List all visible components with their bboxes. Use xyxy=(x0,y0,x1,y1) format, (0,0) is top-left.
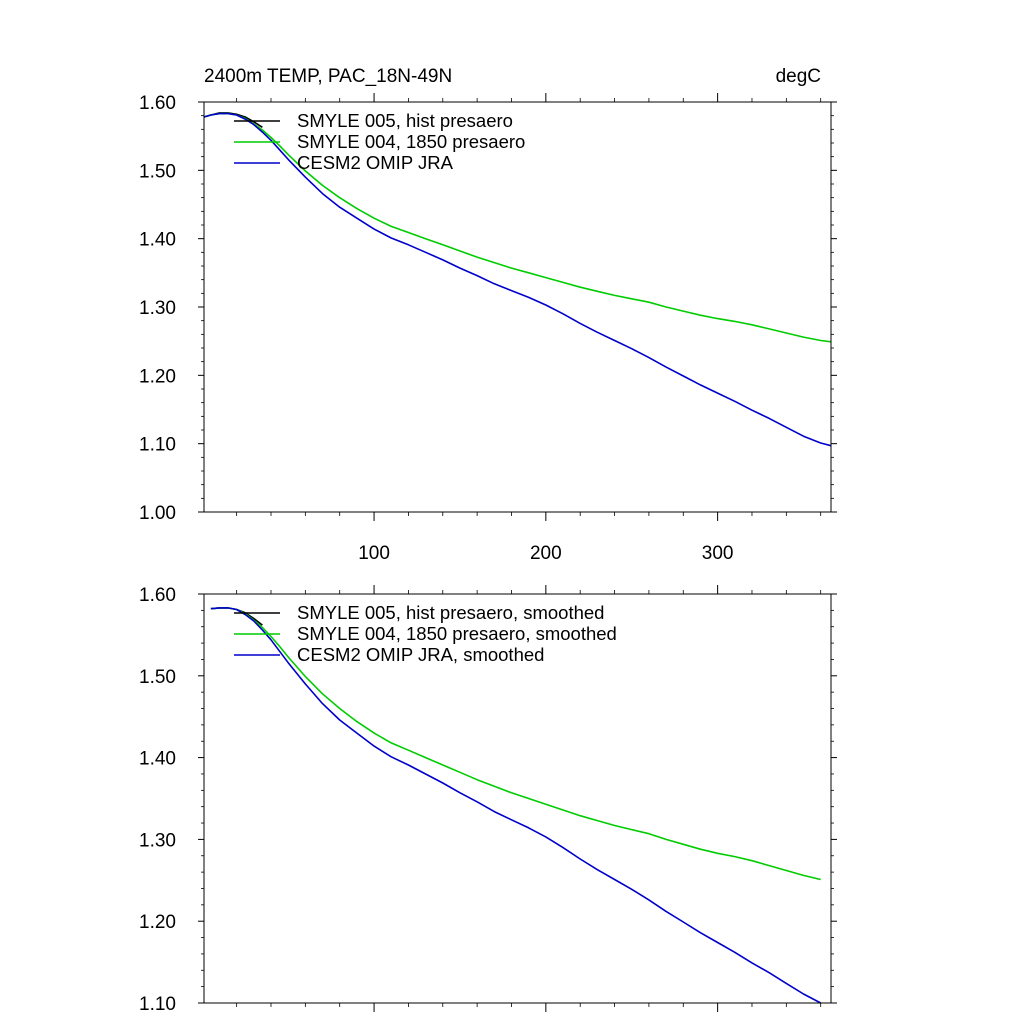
chart-0-legend-label-2: CESM2 OMIP JRA xyxy=(297,152,454,173)
chart-0-xtick-label: 100 xyxy=(358,543,390,564)
chart-0-ytick-label: 1.60 xyxy=(139,93,176,114)
chart-1-ytick-label: 1.10 xyxy=(139,994,176,1015)
chart-1-ytick-label: 1.20 xyxy=(139,912,176,933)
chart-0-xtick-label: 300 xyxy=(702,543,734,564)
panel-top: 1.00 1.10 1.20 1.30 1.40 1.50 1.60 100 200 300 240… xyxy=(139,66,837,564)
chart-0-ytick-label: 1.20 xyxy=(139,366,176,387)
chart-0-legend-label-0: SMYLE 005, hist presaero xyxy=(297,110,513,131)
chart-1-ytick-label: 1.30 xyxy=(139,830,176,851)
chart-0-legend-label-1: SMYLE 004, 1850 presaero xyxy=(297,131,525,152)
chart-1-ytick-label: 1.40 xyxy=(139,749,176,770)
chart-1-legend-label-1: SMYLE 004, 1850 presaero, smoothed xyxy=(297,623,617,644)
chart-0-series-line-2 xyxy=(203,112,832,447)
chart-0-units: degC xyxy=(776,66,821,87)
chart-0-ytick-label: 1.10 xyxy=(139,435,176,456)
chart-1-legend-label-0: SMYLE 005, hist presaero, smoothed xyxy=(297,602,604,623)
chart-1-ytick-label: 1.50 xyxy=(139,667,176,688)
chart-0-ytick-label: 1.50 xyxy=(139,161,176,182)
chart-0-series-line-1 xyxy=(203,112,832,343)
panel-bottom: 1.10 1.20 1.30 1.40 1.50 1.60 SMYLE 005, hist … xyxy=(139,585,837,1015)
chart-0-ytick-label: 1.00 xyxy=(139,503,176,524)
chart-1-legend-label-2: CESM2 OMIP JRA, smoothed xyxy=(297,644,544,665)
chart-0-ytick-label: 1.40 xyxy=(139,230,176,251)
chart-1-plot-frame xyxy=(203,593,832,1004)
chart-0-xtick-label: 200 xyxy=(530,543,562,564)
chart-1-ytick-label: 1.60 xyxy=(139,585,176,606)
chart-0-ytick-label: 1.30 xyxy=(139,298,176,319)
chart-0-title: 2400m TEMP, PAC_18N-49N xyxy=(204,66,452,87)
chart-1-series-line-2 xyxy=(210,607,822,1004)
